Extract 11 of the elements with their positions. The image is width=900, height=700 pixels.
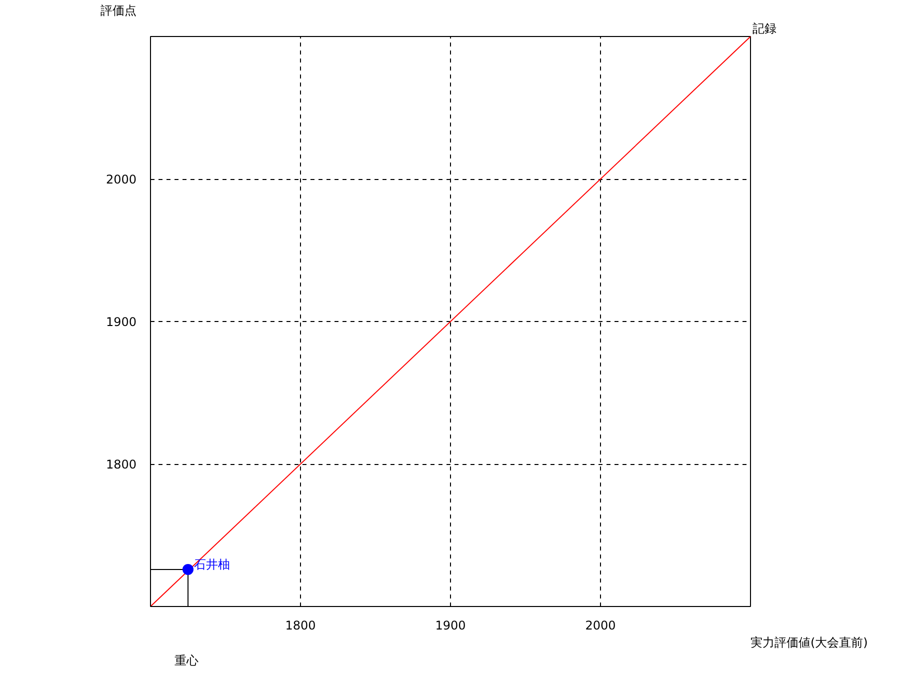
x-tick-label: 1800 — [285, 618, 316, 632]
x-tick-label: 1900 — [435, 618, 466, 632]
y-tick-label: 2000 — [106, 172, 137, 186]
y-axis-title: 評価点 — [100, 4, 136, 18]
x-tick-label: 2000 — [585, 618, 616, 632]
y-tick-label: 1800 — [106, 458, 137, 472]
x-axis-title: 実力評価値(大会直前) — [750, 636, 868, 650]
text: 重心 — [174, 654, 198, 668]
series-label: 記録 — [752, 22, 776, 36]
y-tick-label: 1900 — [106, 315, 137, 329]
series-label: 石井柚 — [194, 557, 230, 572]
